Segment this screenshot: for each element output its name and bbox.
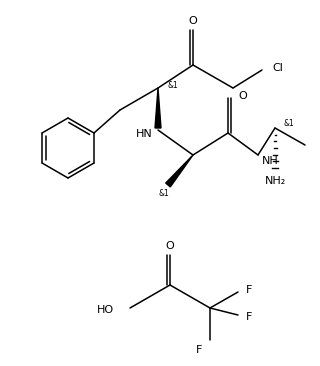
Text: HO: HO	[97, 305, 114, 315]
Text: Cl: Cl	[272, 63, 283, 73]
Text: &1: &1	[168, 81, 179, 90]
Polygon shape	[166, 155, 193, 187]
Text: NH₂: NH₂	[264, 176, 286, 186]
Text: F: F	[196, 345, 202, 355]
Text: F: F	[246, 312, 252, 322]
Text: &1: &1	[159, 190, 169, 198]
Text: HN: HN	[136, 129, 152, 139]
Text: O: O	[238, 91, 247, 101]
Text: F: F	[246, 285, 252, 295]
Polygon shape	[155, 88, 161, 128]
Text: O: O	[188, 16, 197, 26]
Text: O: O	[166, 241, 174, 251]
Text: NH: NH	[262, 156, 279, 166]
Text: &1: &1	[284, 120, 295, 128]
